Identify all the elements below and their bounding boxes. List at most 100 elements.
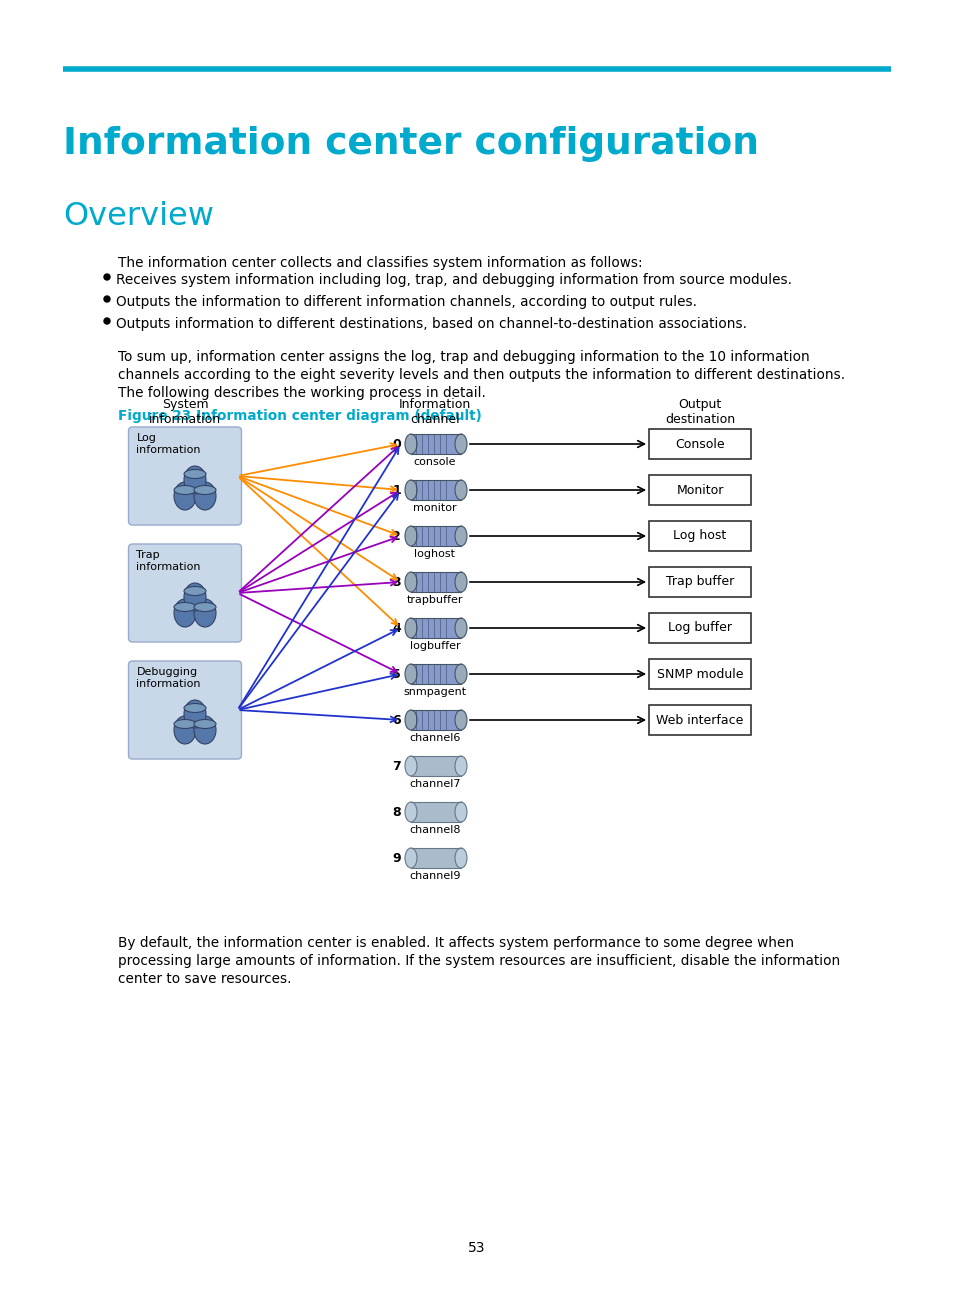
Text: 53: 53 (468, 1242, 485, 1255)
Text: SNMP module: SNMP module (656, 667, 742, 680)
Text: 4: 4 (392, 622, 400, 635)
Bar (411, 710, 460, 730)
Ellipse shape (193, 486, 215, 495)
Ellipse shape (173, 486, 195, 495)
Text: center to save resources.: center to save resources. (118, 972, 292, 986)
Text: monitor: monitor (413, 503, 456, 513)
Bar (411, 802, 460, 822)
Ellipse shape (455, 526, 467, 546)
Text: Log buffer: Log buffer (667, 622, 731, 635)
Ellipse shape (184, 583, 206, 610)
Ellipse shape (405, 572, 416, 592)
Ellipse shape (405, 802, 416, 822)
Text: 9: 9 (392, 851, 400, 864)
FancyBboxPatch shape (129, 661, 241, 759)
Ellipse shape (405, 848, 416, 868)
Text: Log
information: Log information (136, 433, 201, 455)
Ellipse shape (173, 482, 195, 511)
Text: By default, the information center is enabled. It affects system performance to : By default, the information center is en… (118, 936, 793, 950)
Bar (648, 429, 750, 459)
Ellipse shape (173, 719, 195, 728)
Ellipse shape (405, 664, 416, 684)
Text: channel6: channel6 (409, 734, 460, 743)
Bar (648, 568, 750, 597)
Text: 0: 0 (392, 438, 400, 451)
Ellipse shape (173, 715, 195, 744)
Text: Overview: Overview (63, 201, 213, 232)
Ellipse shape (193, 603, 215, 612)
Bar (648, 658, 750, 689)
Bar (411, 848, 460, 868)
Ellipse shape (405, 526, 416, 546)
Text: Output
destination: Output destination (664, 398, 735, 426)
Text: Trap buffer: Trap buffer (665, 575, 734, 588)
Ellipse shape (455, 434, 467, 454)
Bar (648, 476, 750, 505)
Text: 8: 8 (392, 806, 400, 819)
Text: 2: 2 (392, 530, 400, 543)
Text: channels according to the eight severity levels and then outputs the information: channels according to the eight severity… (118, 368, 844, 382)
Bar (411, 664, 460, 684)
Text: snmpagent: snmpagent (403, 687, 466, 697)
Ellipse shape (455, 572, 467, 592)
Circle shape (104, 318, 110, 324)
Bar (648, 705, 750, 735)
Text: Console: Console (675, 438, 724, 451)
Text: Receives system information including log, trap, and debugging information from : Receives system information including lo… (116, 273, 791, 286)
Ellipse shape (455, 664, 467, 684)
Bar (648, 613, 750, 643)
Text: To sum up, information center assigns the log, trap and debugging information to: To sum up, information center assigns th… (118, 350, 809, 364)
Text: Debugging
information: Debugging information (136, 667, 201, 688)
Ellipse shape (405, 480, 416, 500)
Bar (411, 618, 460, 638)
Ellipse shape (455, 618, 467, 638)
Ellipse shape (184, 467, 206, 494)
Text: channel8: channel8 (409, 826, 460, 835)
Text: Trap
information: Trap information (136, 550, 201, 572)
Text: processing large amounts of information. If the system resources are insufficien: processing large amounts of information.… (118, 954, 840, 968)
Text: 1: 1 (392, 483, 400, 496)
Text: The following describes the working process in detail.: The following describes the working proc… (118, 386, 485, 400)
Text: Information center configuration: Information center configuration (63, 126, 758, 162)
Ellipse shape (455, 848, 467, 868)
Ellipse shape (184, 704, 206, 713)
Ellipse shape (193, 599, 215, 627)
Text: logbuffer: logbuffer (409, 642, 460, 651)
Ellipse shape (193, 719, 215, 728)
Bar (411, 756, 460, 776)
Ellipse shape (455, 756, 467, 776)
Ellipse shape (405, 434, 416, 454)
Text: 5: 5 (392, 667, 400, 680)
Bar (411, 434, 460, 454)
Text: 6: 6 (392, 714, 400, 727)
Ellipse shape (455, 710, 467, 730)
Ellipse shape (405, 618, 416, 638)
Bar (648, 521, 750, 551)
Text: console: console (414, 457, 456, 467)
Circle shape (104, 295, 110, 302)
Ellipse shape (193, 482, 215, 511)
Text: channel9: channel9 (409, 871, 460, 881)
Ellipse shape (455, 480, 467, 500)
Text: Outputs information to different destinations, based on channel-to-destination a: Outputs information to different destina… (116, 318, 746, 330)
Bar (411, 572, 460, 592)
Ellipse shape (405, 710, 416, 730)
Circle shape (104, 273, 110, 280)
Ellipse shape (193, 715, 215, 744)
Text: Monitor: Monitor (676, 483, 723, 496)
Text: 3: 3 (392, 575, 400, 588)
Ellipse shape (405, 756, 416, 776)
FancyBboxPatch shape (129, 544, 241, 642)
FancyBboxPatch shape (129, 426, 241, 525)
Text: channel7: channel7 (409, 779, 460, 789)
Text: 7: 7 (392, 759, 400, 772)
Ellipse shape (173, 599, 195, 627)
Ellipse shape (184, 587, 206, 595)
Text: System
information: System information (149, 398, 221, 426)
Ellipse shape (184, 700, 206, 728)
Text: loghost: loghost (414, 550, 455, 559)
Bar (411, 480, 460, 500)
Text: trapbuffer: trapbuffer (406, 595, 463, 605)
Text: Log host: Log host (673, 530, 726, 543)
Ellipse shape (173, 603, 195, 612)
